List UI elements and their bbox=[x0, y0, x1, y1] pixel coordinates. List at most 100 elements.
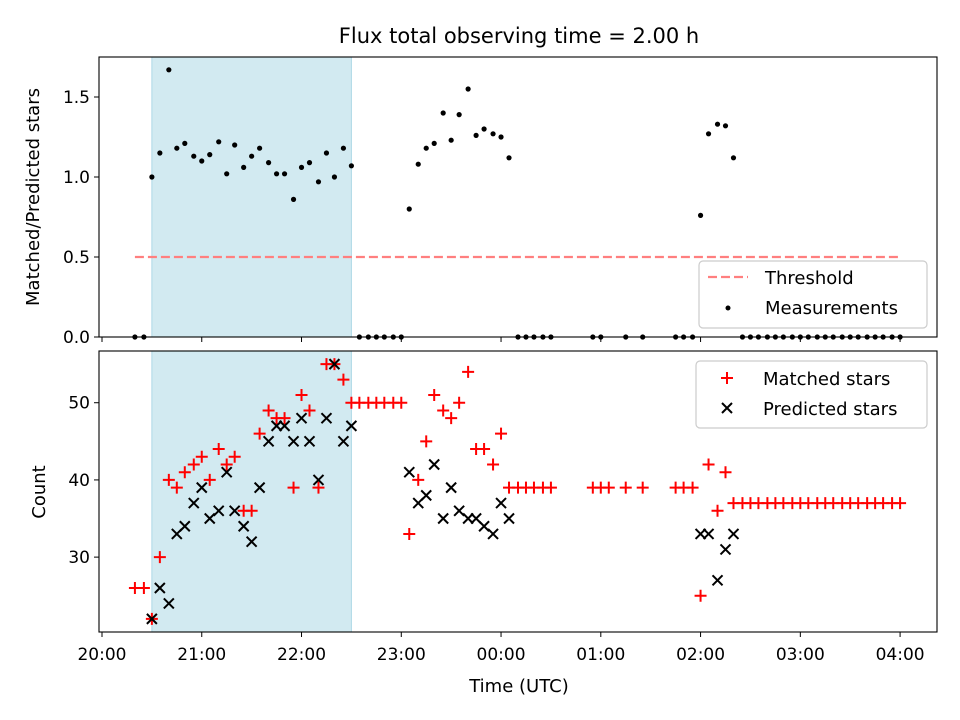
matched-star-point bbox=[245, 504, 258, 517]
predicted-star-point bbox=[163, 597, 175, 610]
matched-star-point bbox=[137, 581, 150, 594]
predicted-star-point bbox=[420, 489, 432, 502]
predicted-star-point bbox=[154, 582, 166, 594]
matched-star-point bbox=[212, 443, 225, 456]
matched-star-point bbox=[694, 589, 707, 602]
matched-star-point bbox=[287, 481, 300, 494]
measurement-point bbox=[323, 150, 330, 156]
predicted-star-point bbox=[437, 512, 449, 525]
predicted-star-point bbox=[719, 543, 732, 556]
matched-star-point bbox=[153, 551, 166, 564]
predicted-legend-label: Predicted stars bbox=[763, 399, 897, 420]
top-y-tick-label: 1.5 bbox=[63, 88, 90, 108]
predicted-legend-marker bbox=[721, 402, 733, 414]
bottom-x-ticks: 20:00 21:00 22:00 23:00 00:00 01:00 02:00 03:00… bbox=[77, 632, 925, 665]
matched-star-point bbox=[478, 443, 491, 456]
measurement-point bbox=[241, 164, 247, 170]
x-tick-label: 22:00 bbox=[277, 645, 326, 665]
bottom-shaded-span bbox=[151, 350, 352, 633]
measurement-point bbox=[273, 171, 280, 177]
x-axis-label: Time (UTC) bbox=[468, 676, 569, 697]
measurement-point bbox=[257, 145, 263, 151]
matched-star-point bbox=[602, 481, 615, 494]
measurement-point bbox=[714, 121, 721, 127]
matched-star-point bbox=[702, 458, 715, 471]
matched-star-point bbox=[487, 458, 500, 471]
matched-star-point bbox=[262, 404, 275, 417]
matched-star-point bbox=[395, 396, 408, 409]
predicted-star-point bbox=[711, 574, 724, 586]
bottom-panel: 30 40 50 20:00 21:00 22:00 23:00 00:00 01:00 02:… bbox=[29, 350, 938, 697]
matched-stars-points bbox=[128, 358, 907, 625]
matched-star-point bbox=[719, 466, 732, 479]
matched-star-point bbox=[636, 481, 649, 494]
matched-star-point bbox=[170, 481, 183, 494]
measurement-point bbox=[431, 140, 437, 146]
predicted-star-point bbox=[204, 512, 216, 525]
matched-star-point bbox=[195, 450, 208, 463]
matched-star-point bbox=[420, 435, 433, 448]
bottom-y-tick-label: 30 bbox=[68, 548, 90, 568]
x-tick-label: 02:00 bbox=[676, 645, 725, 665]
measurement-point bbox=[730, 155, 737, 161]
predicted-star-point bbox=[453, 505, 465, 517]
measurement-point bbox=[348, 163, 354, 169]
bottom-y-tick-label: 40 bbox=[68, 471, 90, 491]
predicted-star-point bbox=[503, 512, 515, 525]
predicted-star-point bbox=[345, 420, 358, 432]
measurement-point bbox=[265, 160, 272, 166]
top-y-tick-label: 1.0 bbox=[63, 168, 90, 188]
matched-star-point bbox=[228, 450, 241, 463]
matched-star-point bbox=[203, 473, 216, 486]
measurement-point bbox=[149, 174, 155, 180]
measurement-point bbox=[224, 171, 230, 177]
measurement-point bbox=[216, 139, 222, 145]
measurement-point bbox=[315, 179, 322, 185]
predicted-star-point bbox=[303, 435, 316, 448]
matched-star-point bbox=[428, 389, 441, 402]
predicted-star-point bbox=[337, 435, 350, 448]
predicted-star-point bbox=[403, 466, 415, 478]
x-tick-label: 00:00 bbox=[477, 645, 526, 665]
predicted-star-point bbox=[278, 420, 291, 432]
bottom-legend: Matched stars Predicted stars bbox=[695, 360, 928, 429]
x-tick-label: 23:00 bbox=[377, 645, 426, 665]
predicted-star-point bbox=[312, 474, 325, 486]
matched-star-point bbox=[403, 527, 416, 540]
predicted-star-point bbox=[295, 412, 308, 424]
predicted-star-point bbox=[445, 481, 457, 494]
threshold-legend-label: Threshold bbox=[764, 268, 854, 289]
predicted-star-point bbox=[179, 520, 191, 532]
measurement-point bbox=[331, 174, 338, 180]
predicted-star-point bbox=[220, 466, 233, 478]
measurement-point bbox=[506, 155, 512, 161]
top-panel: 0.0 0.5 1.0 1.5 Matched/Predicted stars Thr… bbox=[23, 56, 938, 348]
matched-star-point bbox=[412, 473, 425, 486]
x-tick-label: 20:00 bbox=[77, 645, 126, 665]
matched-star-point bbox=[711, 504, 724, 517]
matched-star-point bbox=[445, 412, 458, 425]
predicted-star-point bbox=[253, 481, 266, 494]
measurement-point bbox=[415, 161, 421, 167]
measurement-point bbox=[199, 158, 205, 164]
measurement-point bbox=[481, 126, 487, 132]
chart-title: Flux total observing time = 2.00 h bbox=[339, 24, 699, 48]
measurement-point bbox=[232, 142, 238, 148]
top-shaded-span bbox=[151, 56, 352, 338]
predicted-star-point bbox=[727, 528, 740, 540]
predicted-star-point bbox=[495, 497, 507, 509]
top-y-axis-label: Matched/Predicted stars bbox=[23, 88, 44, 306]
top-legend-frame bbox=[698, 260, 928, 329]
measurement-point bbox=[174, 145, 180, 151]
measurement-point bbox=[448, 137, 454, 143]
bottom-axes-frame bbox=[98, 350, 938, 633]
predicted-stars-points bbox=[146, 358, 740, 625]
measurement-point bbox=[406, 206, 412, 212]
predicted-star-point bbox=[262, 435, 275, 448]
measurement-point bbox=[697, 212, 704, 218]
x-tick-label: 21:00 bbox=[177, 645, 226, 665]
measurement-point bbox=[498, 134, 504, 140]
measurement-legend-marker bbox=[725, 305, 731, 311]
measurement-point bbox=[290, 196, 297, 202]
matched-star-point bbox=[162, 473, 175, 486]
